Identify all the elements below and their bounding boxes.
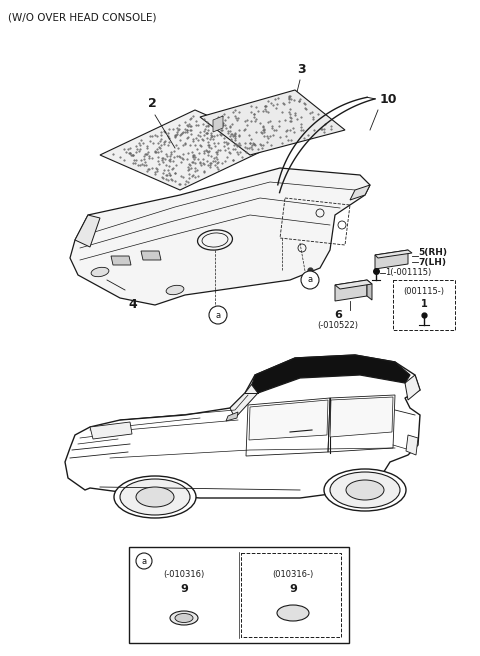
Polygon shape <box>252 355 410 393</box>
Text: a: a <box>216 310 221 319</box>
Polygon shape <box>226 412 238 421</box>
Polygon shape <box>393 280 455 330</box>
Polygon shape <box>367 280 372 300</box>
Circle shape <box>209 306 227 324</box>
Polygon shape <box>335 280 367 301</box>
Text: (-010522): (-010522) <box>317 321 359 330</box>
FancyBboxPatch shape <box>241 553 341 637</box>
Circle shape <box>136 553 152 569</box>
Polygon shape <box>330 397 393 437</box>
Ellipse shape <box>324 469 406 511</box>
Ellipse shape <box>120 479 190 515</box>
Ellipse shape <box>170 611 198 625</box>
Text: 9: 9 <box>180 584 188 594</box>
Text: 7(LH): 7(LH) <box>418 258 446 266</box>
FancyBboxPatch shape <box>129 547 349 643</box>
Text: 9: 9 <box>289 584 297 594</box>
Polygon shape <box>90 422 132 439</box>
Ellipse shape <box>166 285 184 295</box>
Text: a: a <box>307 276 312 285</box>
Ellipse shape <box>91 267 109 277</box>
Ellipse shape <box>114 476 196 518</box>
Text: 1(-001115): 1(-001115) <box>385 268 431 277</box>
Text: 3: 3 <box>298 63 306 76</box>
Polygon shape <box>111 256 131 265</box>
Polygon shape <box>406 435 418 455</box>
Text: 2: 2 <box>148 97 156 110</box>
Polygon shape <box>141 251 161 260</box>
Text: 10: 10 <box>380 93 397 106</box>
Ellipse shape <box>346 480 384 500</box>
Text: (W/O OVER HEAD CONSOLE): (W/O OVER HEAD CONSOLE) <box>8 12 156 22</box>
Circle shape <box>301 271 319 289</box>
Polygon shape <box>335 280 372 289</box>
Text: 1: 1 <box>420 299 427 309</box>
Polygon shape <box>100 110 275 190</box>
Ellipse shape <box>175 613 193 623</box>
Polygon shape <box>375 250 408 269</box>
Ellipse shape <box>277 605 309 621</box>
Text: a: a <box>142 556 146 565</box>
Polygon shape <box>230 380 258 418</box>
Polygon shape <box>249 400 328 440</box>
Polygon shape <box>375 250 412 258</box>
Polygon shape <box>75 215 100 247</box>
Text: 6: 6 <box>334 310 342 320</box>
Ellipse shape <box>330 472 400 508</box>
Polygon shape <box>405 375 420 400</box>
Polygon shape <box>350 185 370 200</box>
Polygon shape <box>65 355 420 498</box>
Polygon shape <box>70 168 370 305</box>
Text: 5(RH): 5(RH) <box>418 247 447 256</box>
Text: (-010316): (-010316) <box>163 570 204 579</box>
Polygon shape <box>200 90 345 155</box>
Polygon shape <box>213 116 223 132</box>
Text: (010316-): (010316-) <box>272 570 313 579</box>
Text: (001115-): (001115-) <box>404 287 444 296</box>
Text: 4: 4 <box>128 298 137 311</box>
Ellipse shape <box>136 487 174 507</box>
